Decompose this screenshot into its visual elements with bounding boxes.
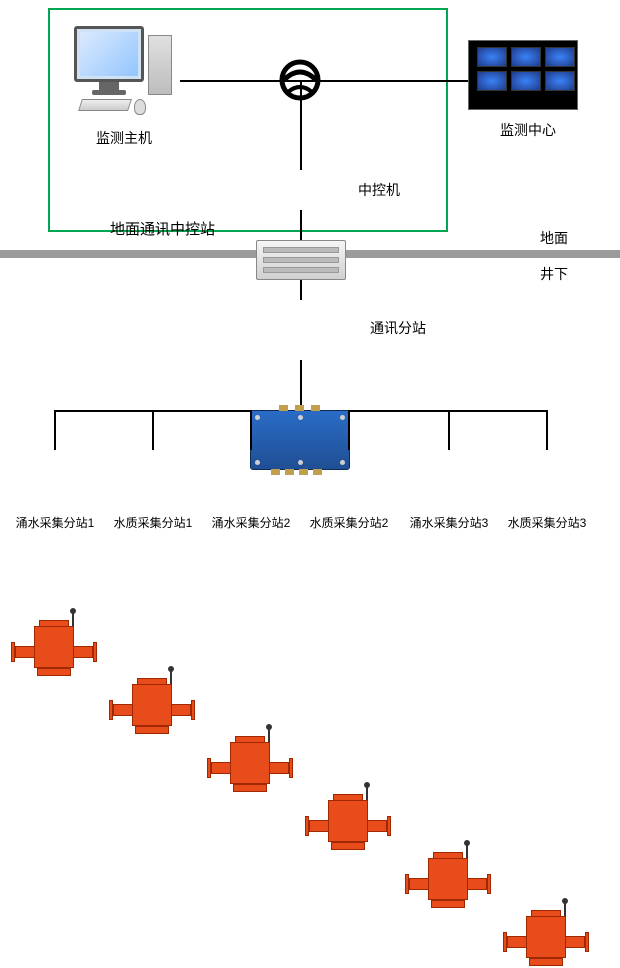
collection-station-icon xyxy=(311,794,385,852)
comm-substation-label: 通讯分站 xyxy=(370,318,426,338)
link-station-drop xyxy=(152,410,154,450)
monitor-center-icon xyxy=(468,40,578,110)
link-station-drop xyxy=(54,410,56,450)
collection-station-icon xyxy=(509,910,583,968)
link-station-drop xyxy=(546,410,548,450)
collection-station-icon xyxy=(213,736,287,794)
underground-label: 井下 xyxy=(540,264,568,284)
link-station-drop xyxy=(448,410,450,450)
collection-station-icon xyxy=(17,620,91,678)
monitor-host-label: 监测主机 xyxy=(84,128,164,148)
link-station-drop xyxy=(348,410,350,450)
collection-station-label: 水质采集分站1 xyxy=(107,514,199,531)
central-controller-icon xyxy=(256,240,346,280)
collection-station-label: 水质采集分站2 xyxy=(303,514,395,531)
monitor-host-icon xyxy=(74,26,172,115)
collection-station-label: 涌水采集分站2 xyxy=(205,514,297,531)
central-controller-label: 中控机 xyxy=(358,180,400,200)
internet-icon xyxy=(278,58,322,107)
collection-station-label: 水质采集分站3 xyxy=(501,514,593,531)
monitor-center-label: 监测中心 xyxy=(488,120,568,140)
link-station-drop xyxy=(250,410,252,450)
comm-substation-icon xyxy=(250,410,350,470)
collection-station-icon xyxy=(411,852,485,910)
collection-station-icon xyxy=(115,678,189,736)
collection-station-label: 涌水采集分站3 xyxy=(403,514,495,531)
ground-station-label: 地面通讯中控站 xyxy=(110,218,215,239)
ground-label: 地面 xyxy=(540,228,568,248)
collection-station-label: 涌水采集分站1 xyxy=(9,514,101,531)
link-comm-to-bus xyxy=(300,360,302,410)
